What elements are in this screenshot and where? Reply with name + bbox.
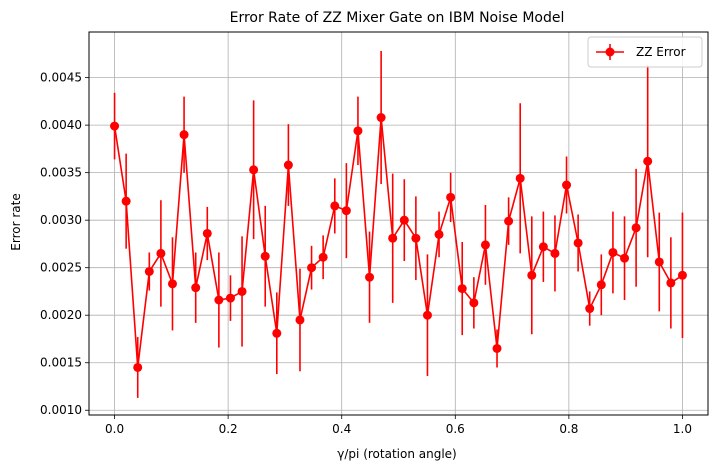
- x-tick-label: 0.8: [559, 422, 578, 436]
- data-point: [399, 215, 409, 225]
- data-point: [295, 315, 305, 325]
- legend: ZZ Error: [587, 36, 703, 68]
- data-point: [457, 284, 467, 294]
- legend-box: [587, 36, 703, 68]
- data-point: [434, 229, 444, 239]
- data-point: [411, 233, 421, 243]
- data-point: [585, 304, 595, 314]
- data-point: [191, 283, 201, 293]
- y-tick-label: 0.0020: [40, 308, 82, 322]
- y-tick-label: 0.0010: [40, 403, 82, 417]
- data-point: [214, 295, 224, 305]
- data-point: [422, 310, 432, 320]
- data-point: [504, 216, 514, 226]
- legend-marker: [605, 47, 615, 57]
- data-point: [469, 298, 479, 308]
- data-point: [353, 126, 363, 136]
- data-point: [446, 192, 456, 202]
- series-ZZ-Error: [110, 51, 687, 398]
- data-point: [225, 293, 235, 303]
- data-point: [260, 251, 270, 261]
- data-point: [608, 247, 618, 257]
- data-point: [480, 240, 490, 250]
- data-point: [110, 121, 120, 131]
- x-axis-label: γ/pi (rotation angle): [337, 447, 456, 461]
- data-point: [677, 270, 687, 280]
- data-point: [318, 252, 328, 262]
- y-axis: 0.0010 0.0015 0.0020 0.0025 0.0030 0.0035 0.00…: [40, 71, 89, 417]
- data-point: [654, 257, 664, 267]
- x-axis: 0.0 0.2 0.4 0.6 0.8 1.0: [105, 415, 692, 436]
- data-point: [538, 242, 548, 252]
- data-point: [283, 160, 293, 170]
- data-point: [573, 238, 583, 248]
- data-point: [156, 248, 166, 258]
- x-tick-label: 0.2: [219, 422, 238, 436]
- y-tick-label: 0.0040: [40, 118, 82, 132]
- chart-title: Error Rate of ZZ Mixer Gate on IBM Noise…: [230, 10, 565, 26]
- data-point: [179, 130, 189, 140]
- data-point: [620, 253, 630, 263]
- data-point: [550, 248, 560, 258]
- data-point: [388, 233, 398, 243]
- data-point: [249, 165, 259, 175]
- data-point: [237, 286, 247, 296]
- data-point: [341, 206, 351, 216]
- data-point: [202, 228, 212, 238]
- y-tick-label: 0.0025: [40, 261, 82, 275]
- data-point: [666, 278, 676, 288]
- data-point: [515, 173, 525, 183]
- data-point: [307, 263, 317, 273]
- x-tick-label: 0.6: [446, 422, 465, 436]
- data-point: [365, 272, 375, 282]
- y-axis-label: Error rate: [9, 193, 23, 250]
- data-point: [121, 196, 131, 206]
- data-point: [492, 343, 502, 353]
- data-point: [596, 280, 606, 290]
- data-point: [133, 362, 143, 372]
- data-point: [643, 156, 653, 166]
- data-point: [527, 270, 537, 280]
- data-point: [167, 279, 177, 289]
- y-tick-label: 0.0035: [40, 166, 82, 180]
- data-point: [631, 223, 641, 233]
- series-line: [113, 116, 683, 369]
- data-point: [272, 328, 282, 338]
- data-point: [376, 113, 386, 123]
- x-tick-label: 0.4: [332, 422, 351, 436]
- y-tick-label: 0.0045: [40, 71, 82, 85]
- data-point: [562, 180, 572, 190]
- data-point: [330, 201, 340, 211]
- x-tick-label: 0.0: [105, 422, 124, 436]
- y-tick-label: 0.0030: [40, 213, 82, 227]
- x-tick-label: 1.0: [673, 422, 692, 436]
- plot-frame: [88, 31, 709, 416]
- data-point: [144, 266, 154, 276]
- legend-label: ZZ Error: [636, 45, 686, 59]
- y-tick-label: 0.0015: [40, 356, 82, 370]
